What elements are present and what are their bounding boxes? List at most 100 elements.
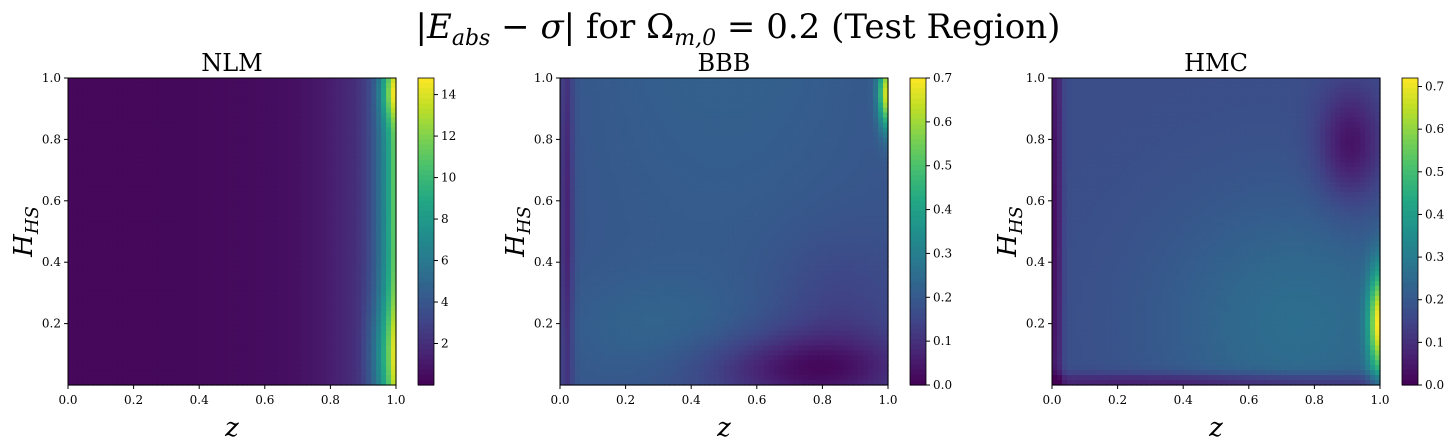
heatmap-cell [122,231,129,238]
heatmap-cell [157,335,164,342]
heatmap-cell [202,310,208,317]
heatmap-cell [97,211,104,218]
heatmap-cell [341,152,347,158]
heatmap-cell [311,137,318,143]
heatmap-cell [172,315,178,322]
heatmap-cell [371,92,377,99]
heatmap-cell [366,355,372,361]
heatmap-cell [560,127,566,134]
heatmap-cell [232,137,238,143]
heatmap-cell [102,320,109,327]
heatmap-cell [614,107,621,114]
heatmap-cell [256,350,263,356]
heatmap-cell [604,102,611,109]
heatmap-cell [276,117,283,124]
heatmap-cell [261,211,268,218]
heatmap-cell [232,375,238,381]
heatmap-cell [773,107,780,114]
heatmap-cell [202,365,208,371]
heatmap-cell [371,256,377,262]
heatmap-cell [733,92,740,99]
heatmap-cell [261,246,268,252]
heatmap-cell [137,97,144,104]
heatmap-cell [132,87,139,94]
heatmap-cell [87,320,94,327]
heatmap-cell [321,375,328,381]
heatmap-cell [117,271,124,277]
heatmap-cell [301,147,308,153]
heatmap-cell [351,375,357,381]
heatmap-cell [594,137,601,143]
colorbar-segment [418,298,434,304]
heatmap-cell [77,196,84,203]
heatmap-cell [823,117,829,124]
heatmap-cell [112,281,119,287]
heatmap-cell [132,360,139,366]
heatmap-cell [366,206,372,213]
heatmap-cell [117,122,124,129]
heatmap-cell [142,97,149,104]
heatmap-cell [619,97,626,104]
heatmap-cell [614,122,621,129]
heatmap-cell [202,266,208,272]
heatmap-cell [251,177,258,183]
heatmap-cell [82,107,89,114]
heatmap-cell [276,375,283,381]
heatmap-cell [331,261,337,267]
heatmap-cell [256,335,263,342]
heatmap-cell [212,360,218,366]
heatmap-cell [306,142,313,148]
heatmap-cell [659,78,665,84]
heatmap-cell [167,92,173,99]
heatmap-cell [306,360,313,366]
heatmap-cell [371,211,377,218]
heatmap-cell [251,147,258,153]
heatmap-cell [222,330,228,337]
heatmap-cell [117,211,124,218]
heatmap-cell [202,345,208,351]
heatmap-cell [569,127,576,134]
heatmap-cell [316,241,323,247]
heatmap-cell [276,236,283,242]
heatmap-cells [68,78,397,386]
heatmap-cell [311,290,318,297]
heatmap-cell [122,285,129,292]
heatmap-cell [117,167,124,173]
heatmap-cell [232,365,238,371]
heatmap-cell [202,290,208,297]
heatmap-cell [92,246,99,252]
heatmap-cell [127,206,134,213]
heatmap-cell [256,241,263,247]
heatmap-cell [738,107,745,114]
heatmap-cell [177,167,183,173]
heatmap-cell [331,152,337,158]
heatmap-cell [117,112,124,119]
heatmap-cell [157,167,164,173]
colorbar-segment [418,205,434,212]
colorbar-segment [418,262,434,268]
heatmap-cell [351,122,357,129]
heatmap-cell [152,177,159,183]
heatmap-cell [182,152,188,158]
heatmap-cell [386,305,392,312]
heatmap-cell [132,256,139,262]
heatmap-cell [326,132,332,139]
heatmap-cell [256,290,263,297]
heatmap-cell [311,315,318,322]
heatmap-cell [172,290,178,297]
heatmap-cell [82,196,89,203]
heatmap-cell [182,92,188,99]
heatmap-cell [386,112,392,119]
heatmap-cell [222,137,228,143]
colorbar-segment [418,328,434,335]
heatmap-cell [798,112,805,119]
heatmap-cell [142,78,149,84]
heatmap-cell [381,241,387,247]
heatmap-cell [858,107,864,114]
colorbar-tick-label: 2 [441,337,449,351]
heatmap-cell [241,236,248,242]
heatmap-cell [296,87,303,94]
heatmap-cell [212,231,218,238]
heatmap-cell [833,127,839,134]
heatmap-cell [271,315,278,322]
